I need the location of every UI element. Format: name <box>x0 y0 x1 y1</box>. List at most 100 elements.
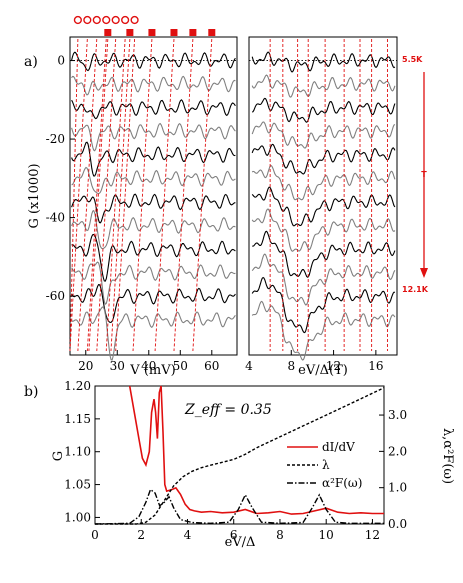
a-left-guide-line <box>86 38 107 352</box>
temp-axis-label: T <box>421 170 427 179</box>
b-xtick-label: 10 <box>319 528 334 542</box>
b-series-α²F(ω) <box>94 488 384 525</box>
panel-a-left-ticks: 20 30 40 50 60 0 -20 -40 -60 <box>46 54 237 373</box>
legend-didv-label: dI/dV <box>322 440 355 454</box>
temp-top-label: 5.5K <box>402 55 423 64</box>
a-left-series-curve <box>71 193 236 224</box>
a-left-series-curve <box>71 99 236 120</box>
a-right-series-curve <box>251 143 396 175</box>
panel-a-right-xlabel: eV/Δ(T) <box>298 363 348 378</box>
b-ytick-right-label: 2.0 <box>388 444 407 458</box>
panel-a-right-series <box>251 51 396 361</box>
b-xtick-label: 0 <box>91 528 99 542</box>
panel-a-label: a) <box>24 54 38 70</box>
filled-square-marker <box>170 29 178 36</box>
b-series-λ <box>95 387 385 525</box>
a-right-series-curve <box>251 300 396 361</box>
b-xtick-label: 4 <box>184 528 192 542</box>
a-left-ytick-label: -60 <box>46 289 65 303</box>
a-left-ytick-label: -20 <box>46 132 65 146</box>
open-circle-marker <box>130 15 139 25</box>
panel-a-left-xlabel: V (mV) <box>129 363 175 378</box>
b-ytick-label: 1.15 <box>64 412 91 426</box>
b-ytick-right-label: 1.0 <box>388 481 407 495</box>
a-left-guide-line <box>132 38 153 352</box>
b-xtick-label: 8 <box>276 528 284 542</box>
a-left-guide-line <box>192 38 213 352</box>
a-left-guide-line <box>105 38 126 352</box>
a-left-guide-line <box>69 38 79 352</box>
filled-square-marker <box>126 29 134 36</box>
a-left-guide-line <box>96 38 117 352</box>
panel-a-ylabel: G (x1000) <box>27 163 42 228</box>
a-left-series-curve <box>71 233 236 282</box>
panel-b-label: b) <box>24 384 38 400</box>
a-left-guide-line <box>173 38 194 352</box>
open-circle-marker <box>92 15 101 25</box>
panel-a-left-frame <box>69 36 238 356</box>
a-right-series-curve <box>251 51 396 73</box>
open-circle-marker <box>73 15 82 25</box>
a-left-series-curve <box>71 261 236 305</box>
a-right-series-curve <box>251 121 396 149</box>
legend-lambda-label: λ <box>322 458 330 472</box>
a-left-guide-line <box>115 38 136 352</box>
a-right-series-curve <box>251 276 395 334</box>
panel-b-ylabel-right: λ,α²F(ω) <box>440 428 455 484</box>
filled-square-marker <box>189 29 197 36</box>
a-left-guide-line <box>88 38 109 352</box>
a-left-guide-line <box>77 38 98 352</box>
b-series-dI/dV <box>128 385 384 515</box>
zeff-annotation: Z_eff = 0.35 <box>184 402 272 418</box>
panel-b-ylabel: G <box>51 451 66 461</box>
a-right-series-curve <box>251 253 396 306</box>
panel-a-left-guides <box>69 38 213 352</box>
panel-a-right-frame <box>248 36 398 356</box>
b-ytick-right-label: 0.0 <box>388 517 407 531</box>
panel-a-right-guides <box>269 39 388 351</box>
a-right-series-curve <box>251 186 396 227</box>
a-right-series-curve <box>252 230 396 278</box>
b-xtick-label: 6 <box>230 528 238 542</box>
temp-bottom-label: 12.1K <box>402 285 429 294</box>
b-ytick-label: 1.20 <box>64 379 91 393</box>
open-circle-marker <box>111 15 120 25</box>
legend-a2f-label: α²F(ω) <box>322 476 362 490</box>
a-left-series-curve <box>71 141 236 177</box>
panel-b-ticks: 0 2 4 6 8 10 12 1.00 1.05 1.10 1.15 1.20 0.0 1.0 2.0 3.… <box>64 379 407 542</box>
a-left-xtick-label: 20 <box>78 359 93 373</box>
a-right-series-curve <box>251 208 396 252</box>
panel-a-top-markers <box>73 15 216 36</box>
panel-a-right-ticks: 4 8 12 16 <box>245 60 397 373</box>
a-right-xtick-label: 12 <box>326 359 341 373</box>
a-left-series-curve <box>71 284 236 323</box>
a-left-xtick-label: 30 <box>110 359 125 373</box>
open-circle-marker <box>83 15 92 25</box>
a-left-guide-line <box>69 38 88 352</box>
b-xtick-label: 12 <box>365 528 380 542</box>
a-right-series-curve <box>251 165 396 201</box>
filled-square-marker <box>104 29 112 36</box>
panel-a-left-series <box>71 51 236 361</box>
a-right-xtick-label: 16 <box>368 359 383 373</box>
b-xtick-label: 2 <box>137 528 145 542</box>
a-right-series-curve <box>251 97 396 123</box>
a-left-ytick-label: -40 <box>46 211 65 225</box>
a-right-xtick-label: 4 <box>245 359 253 373</box>
b-ytick-label: 1.05 <box>64 478 91 492</box>
b-ytick-label: 1.10 <box>64 445 91 459</box>
panel-b-xlabel: eV/Δ <box>225 535 256 550</box>
b-ytick-label: 1.00 <box>64 510 91 524</box>
a-left-xtick-label: 50 <box>173 359 188 373</box>
a-right-xtick-label: 8 <box>287 359 295 373</box>
a-left-series-curve <box>71 51 236 72</box>
a-left-xtick-label: 40 <box>141 359 156 373</box>
a-left-series-curve <box>71 209 236 250</box>
b-ytick-right-label: 3.0 <box>388 408 407 422</box>
a-left-xtick-label: 60 <box>204 359 219 373</box>
a-right-series-curve <box>251 74 396 98</box>
panel-b-frame <box>94 385 385 525</box>
temperature-arrowhead <box>420 268 428 278</box>
a-left-series-curve <box>71 306 236 361</box>
